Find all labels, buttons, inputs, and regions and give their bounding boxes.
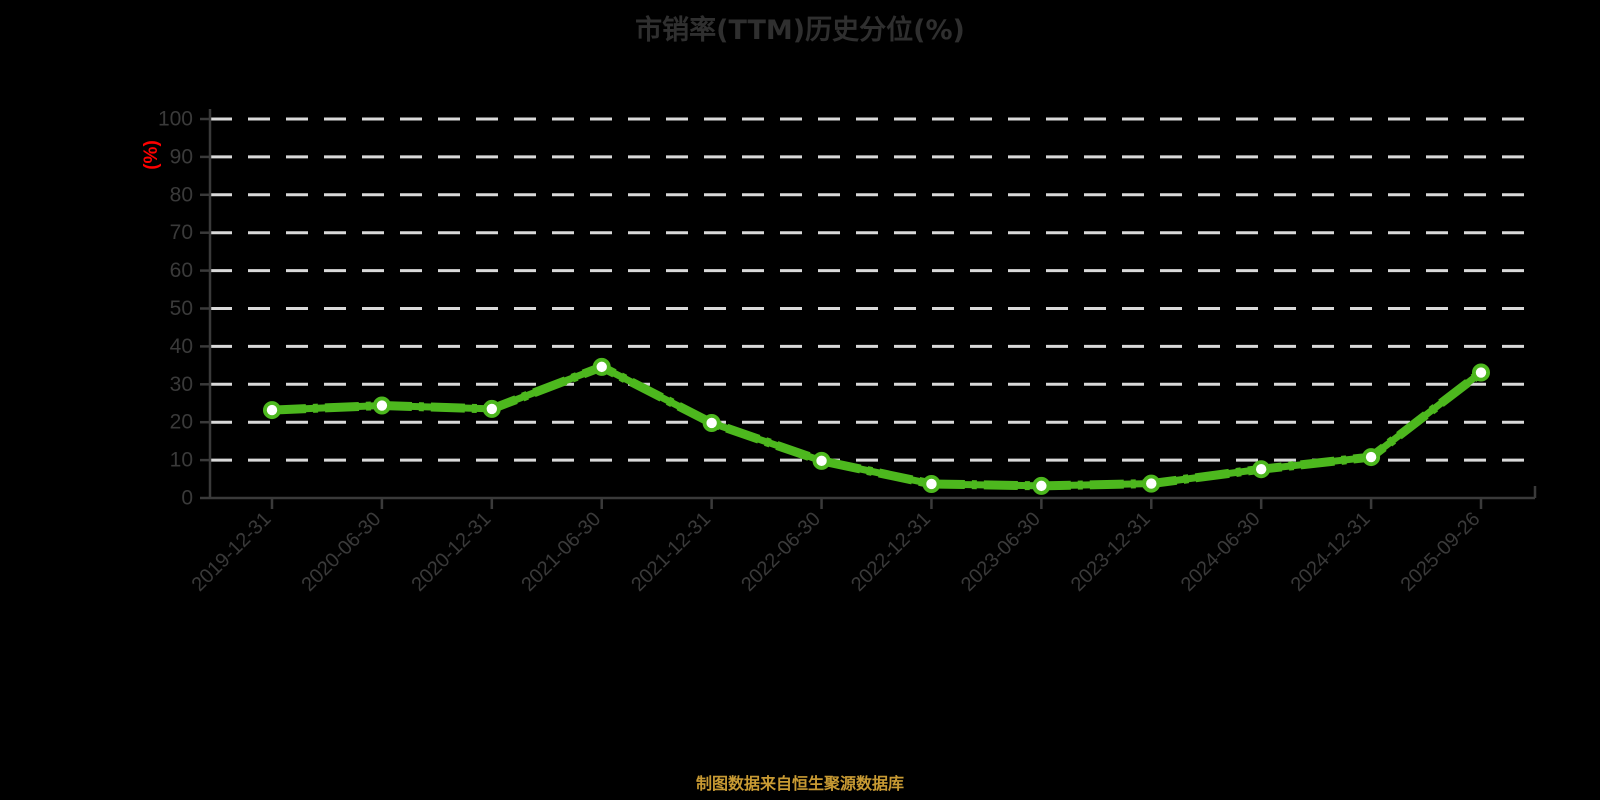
data-point-marker[interactable] xyxy=(816,455,827,467)
series-path-dashdot xyxy=(271,361,1484,491)
axes-group xyxy=(208,109,1537,500)
x-axis-ticks xyxy=(270,498,1483,509)
x-axis-tick-label: 2019-12-31 xyxy=(188,508,276,596)
x-axis-labels: 2019-12-31 2020-06-30 2020-12-31 2021-06-30… xyxy=(188,508,1485,596)
x-axis-tick-label: 2021-06-30 xyxy=(517,508,605,596)
x-axis-tick-label: 2021-12-31 xyxy=(627,508,715,596)
data-point-marker[interactable] xyxy=(376,400,388,411)
x-axis-tick-label: 2024-06-30 xyxy=(1177,508,1265,596)
y-axis-tick-label: 40 xyxy=(170,335,193,358)
y-axis-tick-label: 10 xyxy=(170,449,193,472)
y-axis-tick-label: 70 xyxy=(170,221,193,244)
data-point-marker[interactable] xyxy=(926,478,937,490)
x-axis-tick-label: 2025-09-26 xyxy=(1397,508,1485,596)
data-series-markers xyxy=(263,357,1490,495)
gridlines-group xyxy=(210,117,1535,462)
source-note: 制图数据来自恒生聚源数据库 xyxy=(695,774,904,793)
y-axis-unit-text: (%) xyxy=(141,140,162,170)
y-axis-labels: 0 10 20 30 40 50 60 70 80 90 100 xyxy=(158,108,193,510)
y-axis-unit-label: (%) xyxy=(141,140,162,170)
data-point-marker[interactable] xyxy=(706,417,717,429)
data-point-marker[interactable] xyxy=(266,404,278,416)
data-point-marker[interactable] xyxy=(1036,480,1047,492)
y-axis-tick-label: 100 xyxy=(158,108,193,131)
x-axis-tick-label: 2020-12-31 xyxy=(407,508,495,596)
y-axis-tick-label: 50 xyxy=(170,297,193,320)
y-axis-tick-label: 80 xyxy=(170,183,193,206)
y-axis-ticks xyxy=(200,117,210,500)
data-point-marker[interactable] xyxy=(1146,478,1157,489)
data-series-line xyxy=(268,361,1485,491)
data-point-marker[interactable] xyxy=(1365,451,1377,463)
data-point-marker[interactable] xyxy=(596,361,607,373)
x-axis-tick-label: 2022-06-30 xyxy=(737,508,825,596)
x-axis-tick-label: 2023-12-31 xyxy=(1067,508,1155,596)
chart-title: 市销率(TTM)历史分位(%) xyxy=(635,15,965,46)
y-axis-tick-label: 90 xyxy=(170,145,193,168)
data-point-marker[interactable] xyxy=(1475,367,1487,378)
x-axis-tick-label: 2024-12-31 xyxy=(1287,508,1375,596)
x-axis-tick-label: 2020-06-30 xyxy=(298,508,386,596)
y-axis-tick-label: 60 xyxy=(170,259,193,282)
y-axis-tick-label: 30 xyxy=(170,373,193,396)
data-point-marker[interactable] xyxy=(1255,463,1267,475)
y-axis-tick-label: 0 xyxy=(181,487,193,510)
data-point-marker[interactable] xyxy=(486,403,498,415)
y-axis-tick-label: 20 xyxy=(170,411,193,434)
x-axis-tick-label: 2022-12-31 xyxy=(847,508,935,596)
x-axis-tick-label: 2023-06-30 xyxy=(957,508,1045,596)
